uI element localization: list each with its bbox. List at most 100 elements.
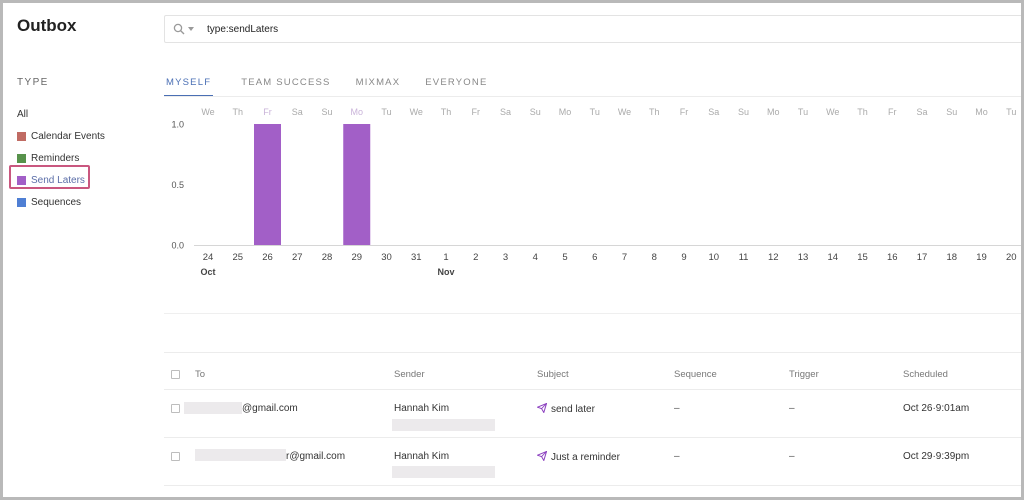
weekday-label: Tu [381, 107, 391, 117]
weekday-label: Th [857, 107, 868, 117]
type-filter-send-laters[interactable]: Send Laters [17, 169, 105, 191]
sidebar: Outbox TYPE All Calendar Events Reminder… [0, 0, 148, 500]
weekday-label: Th [441, 107, 452, 117]
sequence-cell: – [674, 403, 680, 414]
send-later-icon [536, 450, 548, 462]
owner-tabs: MYSELF TEAM SUCCESS MIXMAX EVERYONE [164, 70, 511, 97]
type-filter-label: Send Laters [31, 174, 85, 186]
type-filter-list: All Calendar Events Reminders Send Later… [17, 103, 105, 213]
send-later-icon [536, 402, 548, 414]
search-icon[interactable] [173, 23, 185, 35]
x-tick-label: 4 [533, 252, 538, 263]
tab-myself[interactable]: MYSELF [164, 70, 214, 97]
table-row[interactable]: @gmail.com Hannah Kim send later – – Oct… [164, 390, 1024, 438]
x-tick-label: 17 [917, 252, 928, 263]
subject-cell[interactable]: Just a reminder [536, 450, 620, 463]
x-tick-label: 6 [592, 252, 597, 263]
x-tick-label: 3 [503, 252, 508, 263]
x-tick-label: 28 [322, 252, 333, 263]
type-filter-sequences[interactable]: Sequences [17, 191, 105, 213]
redacted-email-prefix [184, 402, 242, 414]
weekday-label: Sa [500, 107, 511, 117]
y-tick-label: 0.0 [171, 241, 184, 251]
x-tick-label: 15 [857, 252, 868, 263]
type-filter-all[interactable]: All [17, 103, 105, 125]
x-tick-label: 18 [946, 252, 957, 263]
column-header-scheduled[interactable]: Scheduled [903, 369, 948, 380]
x-tick-label: 13 [798, 252, 809, 263]
x-tick-label: 14 [827, 252, 838, 263]
x-tick-label: 11 [739, 252, 749, 263]
y-tick-label: 0.5 [171, 180, 184, 190]
weekday-label: Th [649, 107, 660, 117]
recipient-email: @gmail.com [242, 403, 298, 414]
subject-text: Just a reminder [551, 452, 620, 463]
weekday-label: We [618, 107, 631, 117]
redacted-sender-email [392, 466, 495, 478]
search-input[interactable] [207, 23, 907, 35]
weekday-label: Fr [472, 107, 481, 117]
x-tick-label: 5 [562, 252, 567, 263]
tab-mixmax[interactable]: MIXMAX [355, 77, 401, 88]
send-laters-swatch [17, 175, 26, 185]
type-filter-calendar-events[interactable]: Calendar Events [17, 125, 105, 147]
x-tick-label: 2 [473, 252, 478, 263]
x-tick-label: 25 [232, 252, 243, 263]
weekday-label: Mo [350, 107, 363, 117]
x-tick-label: 12 [768, 252, 779, 263]
subject-text: send later [551, 404, 595, 415]
sender-name: Hannah Kim [394, 403, 450, 414]
calendar-events-swatch [17, 131, 26, 141]
chart-bar [343, 124, 371, 245]
chart-divider [164, 313, 1024, 314]
sequence-cell: – [674, 451, 680, 462]
weekday-label: Sa [916, 107, 927, 117]
y-tick-label: 1.0 [171, 120, 184, 130]
tabs-divider [164, 96, 1024, 97]
column-header-to[interactable]: To [195, 369, 206, 380]
x-tick-label: 10 [708, 252, 719, 263]
recipient-email: r@gmail.com [286, 451, 346, 462]
weekday-label: Mo [559, 107, 572, 117]
subject-cell[interactable]: send later [536, 402, 595, 415]
x-tick-label: 1 [443, 252, 448, 263]
type-filter-label: Sequences [31, 196, 82, 208]
tab-team-success[interactable]: TEAM SUCCESS [241, 77, 331, 88]
scheduled-chart: 1.0 0.5 0.0 We 24 Th 25 Fr 26 Sa 27 Su 28 Mo 29 Tu 30 We 3… [164, 97, 1024, 317]
x-tick-label: 26 [262, 252, 273, 263]
x-tick-label: 31 [411, 252, 422, 263]
trigger-cell: – [789, 451, 795, 462]
weekday-label: Su [738, 107, 749, 117]
scheduled-cell: Oct 26·9:01am [903, 403, 970, 414]
month-label: Oct [200, 267, 215, 277]
type-filter-label: Reminders [31, 152, 80, 164]
select-all-checkbox[interactable] [171, 370, 180, 379]
reminders-swatch [17, 153, 26, 163]
weekday-label: Tu [590, 107, 600, 117]
x-tick-label: 24 [203, 252, 214, 263]
x-tick-label: 30 [381, 252, 392, 263]
redacted-email-prefix [195, 449, 286, 461]
column-header-sequence[interactable]: Sequence [674, 369, 717, 380]
column-header-trigger[interactable]: Trigger [789, 369, 819, 380]
column-header-sender[interactable]: Sender [394, 369, 425, 380]
x-tick-label: 7 [622, 252, 627, 263]
chevron-down-icon[interactable] [187, 26, 195, 32]
row-checkbox[interactable] [171, 404, 180, 413]
column-header-subject[interactable]: Subject [537, 369, 569, 380]
chart-svg: 1.00.50.0We24Th25Fr26Sa27Su28Mo29Tu30We3… [171, 107, 1024, 277]
type-filter-reminders[interactable]: Reminders [17, 147, 105, 169]
weekday-label: Su [946, 107, 957, 117]
row-checkbox[interactable] [171, 452, 180, 461]
type-filter-label: All [17, 108, 29, 120]
weekday-label: Mo [975, 107, 988, 117]
weekday-label: Su [321, 107, 332, 117]
sequences-swatch [17, 197, 26, 207]
weekday-label: Tu [798, 107, 808, 117]
sender-name: Hannah Kim [394, 451, 450, 462]
weekday-label: Sa [292, 107, 303, 117]
type-filter-label: Calendar Events [31, 130, 105, 142]
table-row[interactable]: r@gmail.com Hannah Kim Just a reminder –… [164, 438, 1024, 486]
x-tick-label: 19 [976, 252, 987, 263]
tab-everyone[interactable]: EVERYONE [425, 77, 488, 88]
